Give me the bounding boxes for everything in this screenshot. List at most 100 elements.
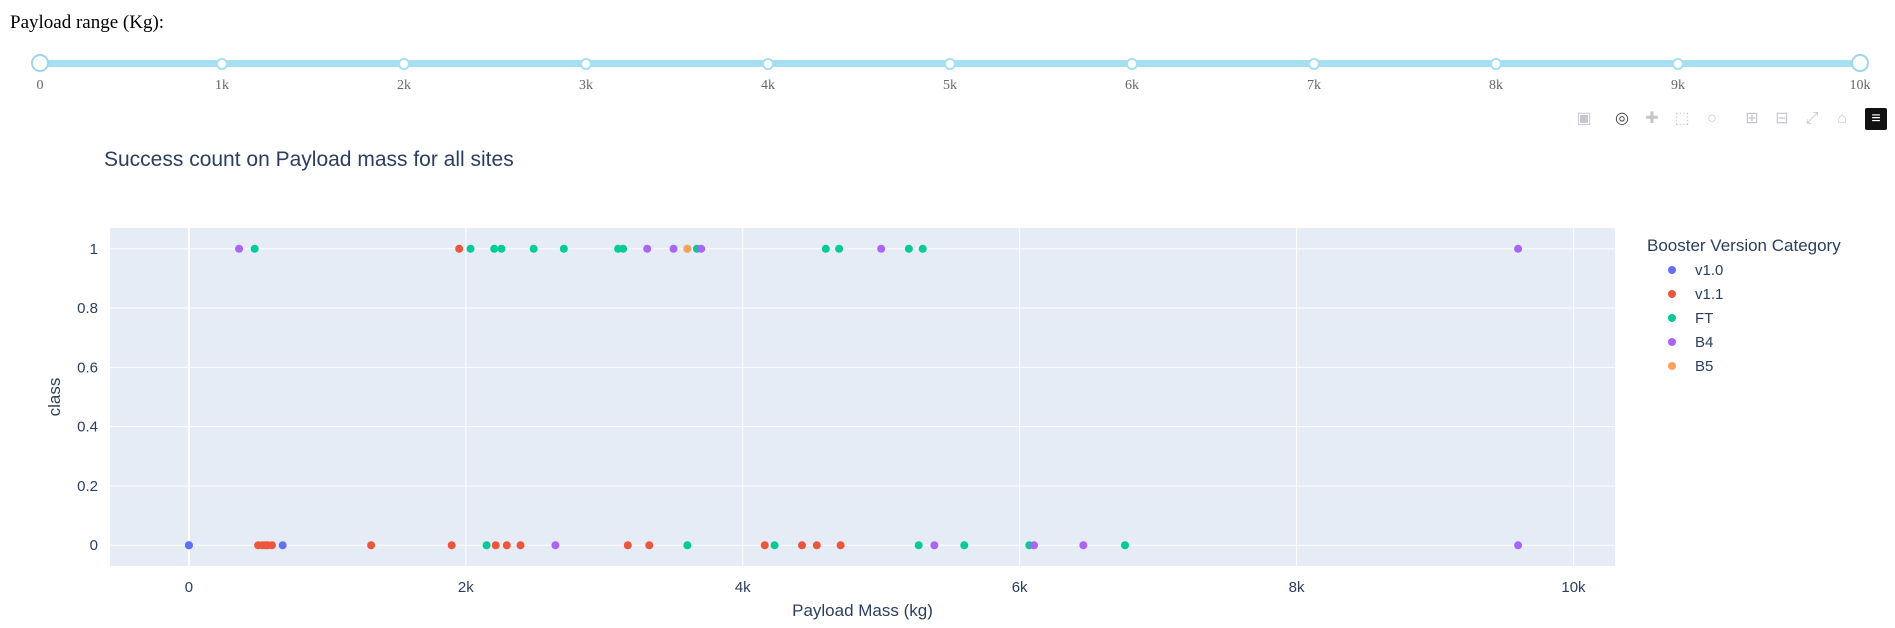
slider-step-dot[interactable] (1672, 58, 1684, 70)
slider-mark-label: 1k (215, 78, 229, 93)
legend-marker[interactable] (1668, 314, 1676, 322)
camera-icon[interactable]: ▣ (1576, 110, 1592, 127)
legend-marker[interactable] (1668, 362, 1676, 370)
x-tick-label: 2k (458, 579, 474, 596)
data-point-ft[interactable] (619, 244, 628, 253)
slider-label: Payload range (Kg): (10, 12, 165, 33)
x-tick-label: 4k (735, 579, 751, 596)
data-point-ft[interactable] (529, 244, 538, 253)
data-point-ft[interactable] (1121, 541, 1130, 550)
data-point-v1-1[interactable] (455, 244, 464, 253)
data-point-v1-1[interactable] (812, 541, 821, 550)
data-point-v1-1[interactable] (645, 541, 654, 550)
y-tick-label: 0.4 (77, 419, 98, 436)
legend-marker[interactable] (1668, 290, 1676, 298)
data-point-v1-1[interactable] (447, 541, 456, 550)
x-tick-label: 8k (1289, 579, 1305, 596)
data-point-b4[interactable] (1030, 541, 1039, 550)
data-point-b4[interactable] (697, 244, 706, 253)
legend-item-label[interactable]: B4 (1695, 334, 1713, 351)
slider-mark-label: 0 (36, 78, 44, 93)
data-point-ft[interactable] (835, 244, 844, 253)
zoom-in-icon[interactable]: ⊞ (1745, 110, 1759, 127)
legend-item-label[interactable]: FT (1695, 310, 1713, 327)
data-point-ft[interactable] (904, 244, 913, 253)
plot-area[interactable] (110, 228, 1615, 566)
data-point-v1-0[interactable] (278, 541, 287, 550)
y-tick-label: 0.2 (77, 478, 98, 495)
data-point-ft[interactable] (918, 244, 927, 253)
legend-marker[interactable] (1668, 338, 1676, 346)
autoscale-icon[interactable]: ⤢ (1805, 110, 1819, 127)
data-point-v1-1[interactable] (760, 541, 769, 550)
slider-handle-high[interactable] (1851, 54, 1869, 72)
data-point-ft[interactable] (482, 541, 491, 550)
legend-title: Booster Version Category (1647, 236, 1841, 255)
data-point-b4[interactable] (235, 244, 244, 253)
data-point-ft[interactable] (821, 244, 830, 253)
data-point-v1-1[interactable] (797, 541, 806, 550)
data-point-ft[interactable] (770, 541, 779, 550)
slider-step-dot[interactable] (944, 58, 956, 70)
data-point-v1-1[interactable] (267, 541, 276, 550)
slider-mark-label: 5k (943, 78, 957, 93)
data-point-ft[interactable] (559, 244, 568, 253)
data-point-v1-1[interactable] (836, 541, 845, 550)
slider-mark-label: 2k (397, 78, 411, 93)
data-point-v1-1[interactable] (623, 541, 632, 550)
data-point-b4[interactable] (643, 244, 652, 253)
x-axis-title: Payload Mass (kg) (792, 601, 933, 620)
legend: Booster Version Category v1.0 v1.1 FT B4 B5 (1647, 236, 1841, 375)
slider-step-dot[interactable] (1126, 58, 1138, 70)
data-point-b4[interactable] (1079, 541, 1088, 550)
data-point-b4[interactable] (877, 244, 886, 253)
x-tick-label: 10k (1561, 579, 1586, 596)
data-point-b4[interactable] (669, 244, 678, 253)
zoom-icon[interactable]: ◎ (1615, 110, 1629, 127)
slider-step-dot[interactable] (216, 58, 228, 70)
lasso-icon[interactable]: ○ (1707, 110, 1717, 127)
zoom-out-icon[interactable]: ⊟ (1775, 110, 1789, 127)
y-tick-label: 0 (90, 537, 98, 554)
data-point-ft[interactable] (683, 541, 692, 550)
y-tick-label: 1 (90, 241, 98, 258)
data-point-b4[interactable] (1514, 244, 1523, 253)
data-point-ft[interactable] (497, 244, 506, 253)
data-point-v1-1[interactable] (491, 541, 500, 550)
data-point-b4[interactable] (1514, 541, 1523, 550)
y-axis-title: class (45, 378, 64, 417)
data-point-v1-1[interactable] (502, 541, 511, 550)
data-point-b4[interactable] (930, 541, 939, 550)
legend-item-label[interactable]: B5 (1695, 358, 1713, 375)
box-select-icon[interactable]: ⬚ (1674, 110, 1690, 127)
home-icon[interactable]: ⌂ (1837, 110, 1847, 127)
data-point-v1-0[interactable] (184, 541, 193, 550)
slider-step-dot[interactable] (580, 58, 592, 70)
data-point-ft[interactable] (490, 244, 499, 253)
data-point-b5[interactable] (683, 244, 692, 253)
y-tick-label: 0.6 (77, 359, 98, 376)
slider-step-dot[interactable] (398, 58, 410, 70)
slider-step-dot[interactable] (762, 58, 774, 70)
data-point-ft[interactable] (914, 541, 923, 550)
payload-range-slider[interactable]: 0 1k 2k 3k 4k 5k 6k 7k 8k 9k 10k (0, 40, 1895, 100)
slider-mark-label: 6k (1125, 78, 1139, 93)
data-point-ft[interactable] (250, 244, 259, 253)
data-point-v1-1[interactable] (516, 541, 525, 550)
data-point-v1-1[interactable] (367, 541, 376, 550)
y-tick-label: 0.8 (77, 300, 98, 317)
legend-marker[interactable] (1668, 266, 1676, 274)
slider-mark-label: 9k (1671, 78, 1685, 93)
slider-step-dot[interactable] (1490, 58, 1502, 70)
legend-item-label[interactable]: v1.0 (1695, 262, 1723, 279)
data-point-ft[interactable] (960, 541, 969, 550)
pan-icon[interactable]: ✚ (1645, 110, 1659, 127)
data-point-ft[interactable] (466, 244, 475, 253)
plotly-logo-icon[interactable]: ≡ (1865, 108, 1887, 130)
legend-item-label[interactable]: v1.1 (1695, 286, 1723, 303)
slider-step-dot[interactable] (1308, 58, 1320, 70)
slider-handle-low[interactable] (31, 54, 49, 72)
plotly-modebar: ▣ ◎ ✚ ⬚ ○ ⊞ ⊟ ⤢ ⌂ ≡ (1573, 108, 1887, 130)
data-point-b4[interactable] (551, 541, 560, 550)
